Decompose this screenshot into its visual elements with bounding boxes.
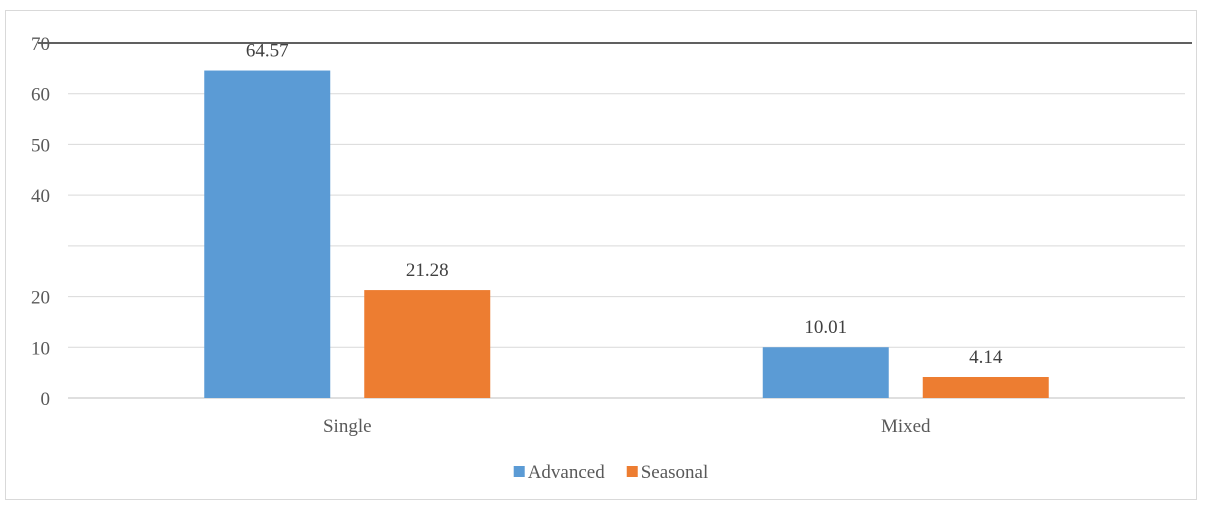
y-tick-label-10: 10	[31, 338, 50, 359]
bar-mixed-advanced	[762, 347, 889, 398]
legend: Advanced Seasonal	[513, 462, 709, 483]
legend-label-seasonal: Seasonal	[641, 462, 709, 483]
y-tick-label-20: 20	[31, 288, 50, 309]
x-axis-tick-labels: Single Mixed	[323, 416, 931, 437]
bar-mixed-seasonal	[922, 377, 1049, 398]
chart-frame	[5, 10, 1197, 500]
bars	[204, 70, 1049, 399]
data-label-single-advanced: 64.57	[246, 41, 289, 62]
data-label-mixed-advanced: 10.01	[804, 317, 847, 338]
y-tick-label-50: 50	[31, 135, 50, 156]
bar-single-advanced	[204, 70, 331, 399]
y-tick-label-70: 70	[31, 34, 50, 55]
x-tick-label-single: Single	[323, 416, 372, 437]
y-axis-tick-labels: 0 10 20 40 50 60 70	[31, 34, 50, 410]
x-tick-label-mixed: Mixed	[881, 416, 931, 437]
bar-single-seasonal	[364, 290, 491, 398]
y-tick-label-60: 60	[31, 85, 50, 106]
legend-label-advanced: Advanced	[528, 462, 606, 483]
legend-swatch-seasonal	[626, 466, 638, 477]
legend-swatch-advanced	[513, 466, 525, 477]
y-tick-label-0: 0	[41, 389, 51, 410]
data-label-single-seasonal: 21.28	[406, 260, 449, 281]
y-tick-label-40: 40	[31, 186, 50, 207]
data-label-mixed-seasonal: 4.14	[969, 347, 1003, 368]
data-labels: 64.57 21.28 10.01 4.14	[246, 41, 1003, 368]
